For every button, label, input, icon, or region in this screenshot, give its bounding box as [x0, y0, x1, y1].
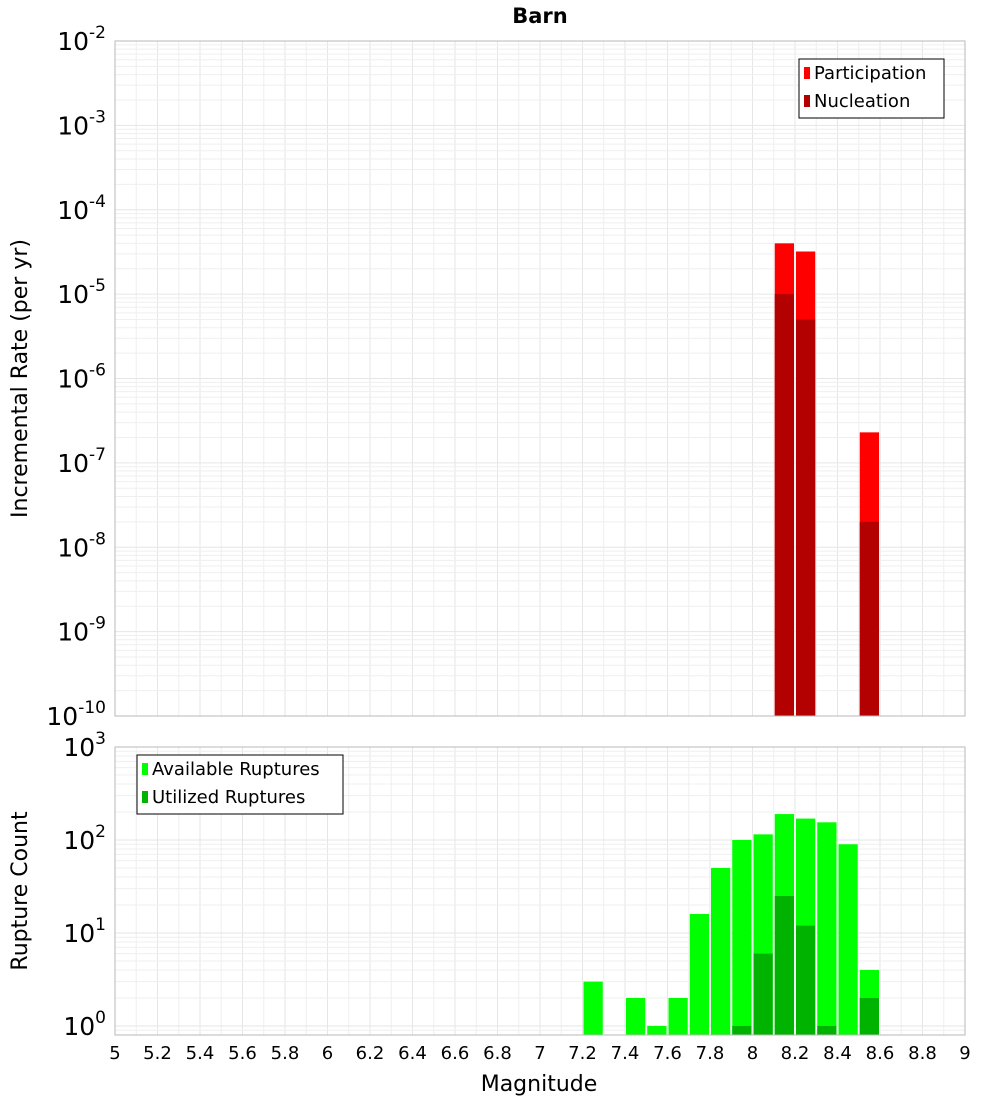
legend-swatch	[142, 791, 148, 803]
bar-available-ruptures	[838, 844, 858, 1035]
x-tick-label: 6	[322, 1043, 333, 1064]
x-tick-label: 6.6	[441, 1043, 470, 1064]
x-tick-label: 7.6	[653, 1043, 682, 1064]
bar-utilized-ruptures	[732, 1025, 752, 1035]
x-tick-label: 8	[747, 1043, 758, 1064]
y-tick-label: 10-4	[57, 192, 106, 225]
x-tick-label: 8.8	[908, 1043, 937, 1064]
legend-swatch	[804, 67, 810, 79]
y-tick-label: 10-5	[57, 276, 106, 309]
y-tick-label: 10-6	[57, 361, 106, 394]
y-tick-label: 101	[63, 915, 106, 948]
bar-available-ruptures	[711, 867, 731, 1035]
legend-box	[798, 58, 945, 119]
y-tick-label: 100	[63, 1008, 106, 1041]
legend-box	[136, 754, 344, 815]
y-tick-label: 103	[63, 729, 106, 762]
x-tick-label: 5.2	[143, 1043, 172, 1064]
legend: Available Ruptures Utilized Ruptures	[136, 754, 344, 815]
bar-available-ruptures	[583, 981, 603, 1035]
legend-label: Utilized Ruptures	[152, 787, 305, 808]
panel-rate: 10-10 10-9 10-8 10-7 10-6 10-5 10-4 10-3 10-2 Inc…	[8, 4, 966, 731]
x-tick-label: 8.4	[823, 1043, 852, 1064]
x-tick-label: 6.4	[398, 1043, 427, 1064]
y-axis-label: Rupture Count	[8, 811, 33, 971]
bar-utilized-ruptures	[753, 953, 773, 1035]
legend-label: Available Ruptures	[152, 759, 320, 780]
bar-utilized-ruptures	[817, 1025, 837, 1035]
bar-available-ruptures	[732, 839, 752, 1035]
x-tick-label: 5	[109, 1043, 120, 1064]
x-tick-label: 8.2	[781, 1043, 810, 1064]
bar-utilized-ruptures	[774, 895, 794, 1035]
x-tick-label: 8.6	[866, 1043, 895, 1064]
bar-available-ruptures	[626, 997, 646, 1035]
y-tick-label: 10-8	[57, 529, 106, 562]
x-tick-label: 7.4	[611, 1043, 640, 1064]
x-axis-label: Magnitude	[481, 1072, 598, 1097]
x-tick-label: 7	[534, 1043, 545, 1064]
bar-utilized-ruptures	[859, 997, 879, 1035]
x-tick-label: 5.6	[228, 1043, 257, 1064]
y-tick-label: 10-10	[46, 698, 106, 731]
y-tick-label: 102	[63, 822, 106, 855]
y-tick-label: 10-3	[57, 107, 106, 140]
x-tick-label: 6.2	[356, 1043, 385, 1064]
x-tick-label: 5.4	[186, 1043, 215, 1064]
panel-count: 100 101 102 103 Rupture Count 5 5.2 5.4 5.6 5.8 6 6…	[8, 729, 971, 1097]
bar-available-ruptures	[668, 997, 688, 1035]
x-tick-label: 9	[959, 1043, 970, 1064]
legend-swatch	[804, 95, 810, 107]
legend-label: Participation	[814, 63, 926, 84]
bar-utilized-ruptures	[796, 925, 816, 1035]
x-tick-label: 5.8	[271, 1043, 300, 1064]
bar-available-ruptures	[817, 822, 837, 1035]
legend: Participation Nucleation	[798, 58, 945, 119]
bar-available-ruptures	[689, 914, 709, 1035]
y-axis-label: Incremental Rate (per yr)	[8, 239, 33, 518]
x-tick-label: 7.2	[568, 1043, 597, 1064]
bar-available-ruptures	[647, 1025, 667, 1035]
x-tick-label: 6.8	[483, 1043, 512, 1064]
plot-frame	[114, 746, 966, 1036]
bar-nucleation	[774, 294, 794, 716]
bar-nucleation	[796, 319, 816, 716]
plot-frame	[114, 40, 966, 717]
x-tick-label: 7.8	[696, 1043, 725, 1064]
legend-swatch	[142, 763, 148, 775]
y-tick-label: 10-2	[57, 23, 106, 56]
y-tick-label: 10-9	[57, 614, 106, 647]
legend-label: Nucleation	[814, 91, 910, 112]
y-tick-label: 10-7	[57, 445, 106, 478]
bar-nucleation	[859, 521, 879, 716]
chart-title: Barn	[512, 4, 567, 28]
